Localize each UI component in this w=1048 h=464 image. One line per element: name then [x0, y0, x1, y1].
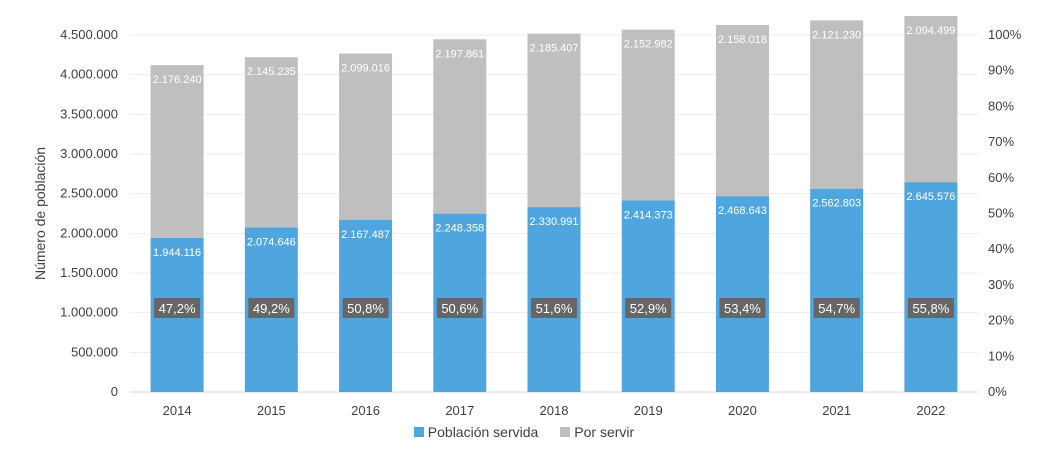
data-label-por-servir: 2.197.861: [435, 48, 484, 60]
data-label-poblacion-servida: 2.645.576: [906, 191, 955, 203]
percentage-badge: [154, 298, 201, 318]
bar-por-servir: [715, 24, 769, 197]
data-label-por-servir: 2.099.016: [341, 63, 390, 75]
y2-tick-label: 10%: [988, 348, 1014, 363]
percentage-label: 52,9%: [630, 301, 667, 316]
bar-poblacion-servida: [810, 188, 864, 392]
percentage-label: 49,2%: [253, 301, 290, 316]
legend-item-poblacion-servida: Población servida: [413, 424, 539, 440]
y-tick-label: 2.500.000: [60, 186, 118, 201]
data-label-poblacion-servida: 2.074.646: [247, 236, 296, 248]
y-tick-label: 4.000.000: [60, 67, 118, 82]
percentage-label: 51,6%: [536, 301, 573, 316]
y-tick-label: 3.000.000: [60, 146, 118, 161]
percentage-label: 53,4%: [724, 301, 761, 316]
y2-tick-label: 90%: [988, 63, 1014, 78]
data-label-por-servir: 2.176.240: [153, 74, 202, 86]
data-label-por-servir: 2.094.499: [906, 25, 955, 37]
bar-por-servir: [810, 20, 864, 189]
percentage-label: 50,8%: [347, 301, 384, 316]
data-label-poblacion-servida: 2.468.643: [718, 205, 767, 217]
x-tick-label: 2018: [540, 403, 569, 418]
legend-label-por-servir: Por servir: [574, 424, 635, 440]
data-label-poblacion-servida: 2.330.991: [530, 216, 579, 228]
x-tick-label: 2020: [728, 403, 757, 418]
bar-por-servir: [904, 15, 958, 183]
percentage-badge: [625, 298, 672, 318]
legend-swatch-poblacion-servida: [413, 427, 424, 437]
bar-por-servir: [244, 57, 298, 228]
x-tick-label: 2017: [445, 403, 474, 418]
bar-por-servir: [433, 39, 487, 214]
y-tick-label: 500.000: [71, 344, 118, 359]
y-tick-label: 1.500.000: [60, 265, 118, 280]
legend: Población servida Por servir: [0, 424, 1048, 440]
data-label-poblacion-servida: 1.944.116: [153, 247, 201, 259]
chart-svg: 0 500.000 1.000.000 1.500.000 2.000.000 2.500…: [32, 15, 1022, 418]
bar-por-servir: [527, 33, 581, 208]
bar-poblacion-servida: [715, 196, 769, 392]
bar-por-servir: [621, 29, 675, 201]
y-tick-label: 3.500.000: [60, 106, 118, 121]
bar-por-servir: [339, 53, 393, 221]
x-tick-label: 2019: [634, 403, 663, 418]
x-tick-label: 2022: [916, 403, 945, 418]
y2-tick-label: 100%: [988, 27, 1022, 42]
percentage-label: 50,6%: [441, 301, 478, 316]
data-label-poblacion-servida: 2.414.373: [624, 209, 673, 221]
y2-tick-label: 60%: [988, 170, 1014, 185]
bar-poblacion-servida: [904, 182, 958, 392]
data-label-poblacion-servida: 2.562.803: [812, 198, 861, 210]
data-label-por-servir: 2.158.018: [718, 34, 767, 46]
x-tick-label: 2015: [257, 403, 286, 418]
percentage-badge: [248, 298, 295, 318]
y-tick-label: 4.500.000: [60, 27, 118, 42]
y2-tick-label: 30%: [988, 277, 1014, 292]
y2-tick-label: 50%: [988, 206, 1014, 221]
data-label-poblacion-servida: 2.248.358: [435, 223, 484, 235]
x-tick-label: 2016: [351, 403, 380, 418]
y-tick-label: 2.000.000: [60, 225, 118, 240]
y2-tick-label: 80%: [988, 98, 1014, 113]
percentage-badge: [813, 298, 860, 318]
data-label-por-servir: 2.121.230: [812, 29, 861, 41]
bar-poblacion-servida: [621, 200, 675, 392]
percentage-label: 55,8%: [912, 301, 949, 316]
y-axis-title: Número de población: [32, 147, 48, 280]
percentage-badge: [907, 298, 954, 318]
legend-item-por-servir: Por servir: [560, 424, 634, 440]
percentage-label: 54,7%: [818, 301, 855, 316]
y2-tick-label: 20%: [988, 313, 1014, 328]
y-tick-label: 0: [111, 384, 118, 399]
y2-tick-label: 40%: [988, 241, 1014, 256]
percentage-badge: [436, 298, 483, 318]
data-label-por-servir: 2.145.235: [247, 66, 296, 78]
data-label-por-servir: 2.185.407: [530, 43, 579, 55]
data-label-por-servir: 2.152.982: [624, 39, 673, 51]
percentage-badge: [342, 298, 389, 318]
percentage-label: 47,2%: [159, 301, 196, 316]
x-tick-label: 2021: [822, 403, 851, 418]
data-label-poblacion-servida: 2.167.487: [341, 229, 390, 241]
legend-label-poblacion-servida: Población servida: [427, 424, 539, 440]
y2-tick-label: 70%: [988, 134, 1014, 149]
bar-por-servir: [150, 65, 204, 238]
y2-tick-label: 0%: [988, 384, 1007, 399]
y-tick-label: 1.000.000: [60, 305, 118, 320]
percentage-badge: [719, 298, 766, 318]
percentage-badge: [531, 298, 577, 318]
x-tick-label: 2014: [163, 403, 192, 418]
legend-swatch-por-servir: [560, 427, 571, 437]
